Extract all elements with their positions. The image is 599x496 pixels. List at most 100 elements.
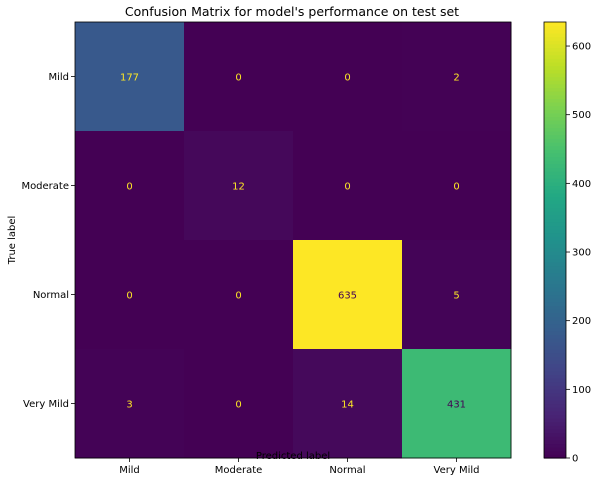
colorbar-segment [544,349,566,354]
cell-value-label: 635 [338,291,357,302]
colorbar-segment [544,131,566,136]
heatmap-cell [293,349,403,459]
colorbar-segment [544,116,566,121]
colorbar-segment [544,276,566,281]
heatmap-cell [184,22,294,132]
colorbar-segment [544,359,566,365]
colorbar-segment [544,439,566,445]
colorbar-segment [544,141,566,147]
colorbar-segment [544,407,566,412]
cell-value-label: 0 [453,182,459,193]
colorbar-segment [544,436,566,441]
colorbar-segment [544,396,566,401]
colorbar-segment [544,403,566,408]
cell-value-label: 5 [453,291,459,302]
colorbar-segment [544,421,566,426]
colorbar-segment [544,101,566,107]
colorbar-segment [544,80,566,85]
colorbar-segment [544,283,566,288]
colorbar-segment [544,51,566,56]
cell-value-label: 0 [344,182,350,193]
colorbar-segment [544,338,566,343]
colorbar-segment [544,47,566,52]
heatmap-cell [184,349,294,459]
colorbar-segment [544,294,566,299]
colorbar-segment [544,120,566,125]
colorbar-segment [544,247,566,252]
colorbar-segment [544,381,566,386]
colorbar-segment [544,65,566,70]
colorbar-segment [544,218,566,223]
colorbar-tick-label: 600 [572,42,591,53]
colorbar-segment [544,290,566,296]
cell-value-label: 0 [126,291,132,302]
colorbar-segment [544,323,566,328]
colorbar-segment [544,174,566,179]
colorbar-segment [544,61,566,67]
colorbar-segment [544,40,566,45]
cell-value-label: 0 [344,73,350,84]
colorbar-tick-label: 300 [572,248,591,259]
heatmap-cell [75,240,185,350]
colorbar-segment [544,203,566,208]
colorbar-segment [544,352,566,357]
chart-title: Confusion Matrix for model's performance… [125,4,459,19]
colorbar-segment [544,243,566,248]
x-tick-label: Normal [329,465,365,476]
colorbar-tick-label: 0 [572,454,578,465]
colorbar-segment [544,301,566,306]
colorbar-tick-label: 400 [572,179,591,190]
colorbar-segment [544,240,566,245]
colorbar-segment [544,138,566,143]
colorbar-segment [544,32,566,38]
colorbar-segment [544,54,566,59]
heatmap-cell [402,240,512,350]
heatmap-cell [293,240,403,350]
colorbar-segment [544,163,566,168]
colorbar-segment [544,225,566,230]
heatmap-cell [293,131,403,241]
colorbar-segment [544,287,566,292]
colorbar-segment [544,254,566,259]
colorbar-segment [544,370,566,376]
colorbar-segment [544,305,566,310]
heatmap-cell [402,22,512,132]
cell-value-label: 0 [235,73,241,84]
x-axis: Mild Moderate Normal Very Mild [119,458,479,476]
colorbar-segment [544,210,566,216]
colorbar-segment [544,316,566,321]
colorbar-segment [544,232,566,237]
colorbar-tick-label: 200 [572,316,591,327]
colorbar-segment [544,341,566,346]
colorbar-segment [544,378,566,383]
y-tick-label: Mild [48,72,69,83]
colorbar-segment [544,87,566,92]
colorbar-segment [544,410,566,415]
colorbar-segment [544,367,566,372]
colorbar-segment [544,98,566,103]
colorbar-segment [544,428,566,434]
colorbar-segment [544,250,566,256]
colorbar-segment [544,152,566,158]
colorbar-segment [544,447,566,452]
colorbar-segment [544,443,566,448]
colorbar-segment [544,43,566,49]
colorbar-segment [544,109,566,114]
colorbar-segment [544,298,566,303]
x-tick-label: Mild [119,465,140,476]
colorbar-segment [544,356,566,361]
colorbar-frame [543,21,567,459]
colorbar-segment [544,414,566,419]
colorbar-segment [544,330,566,336]
colorbar-tick-label: 100 [572,385,591,396]
x-tick-label: Very Mild [434,465,480,476]
cell-value-label: 0 [126,182,132,193]
colorbar-segment [544,425,566,430]
cell-value-label: 0 [235,400,241,411]
colorbar-segment [544,160,566,165]
colorbar-segment [544,272,566,277]
y-tick-label: Normal [33,290,69,301]
colorbar-segment [544,279,566,285]
colorbar-segment [544,69,566,74]
colorbar-segment [544,319,566,325]
